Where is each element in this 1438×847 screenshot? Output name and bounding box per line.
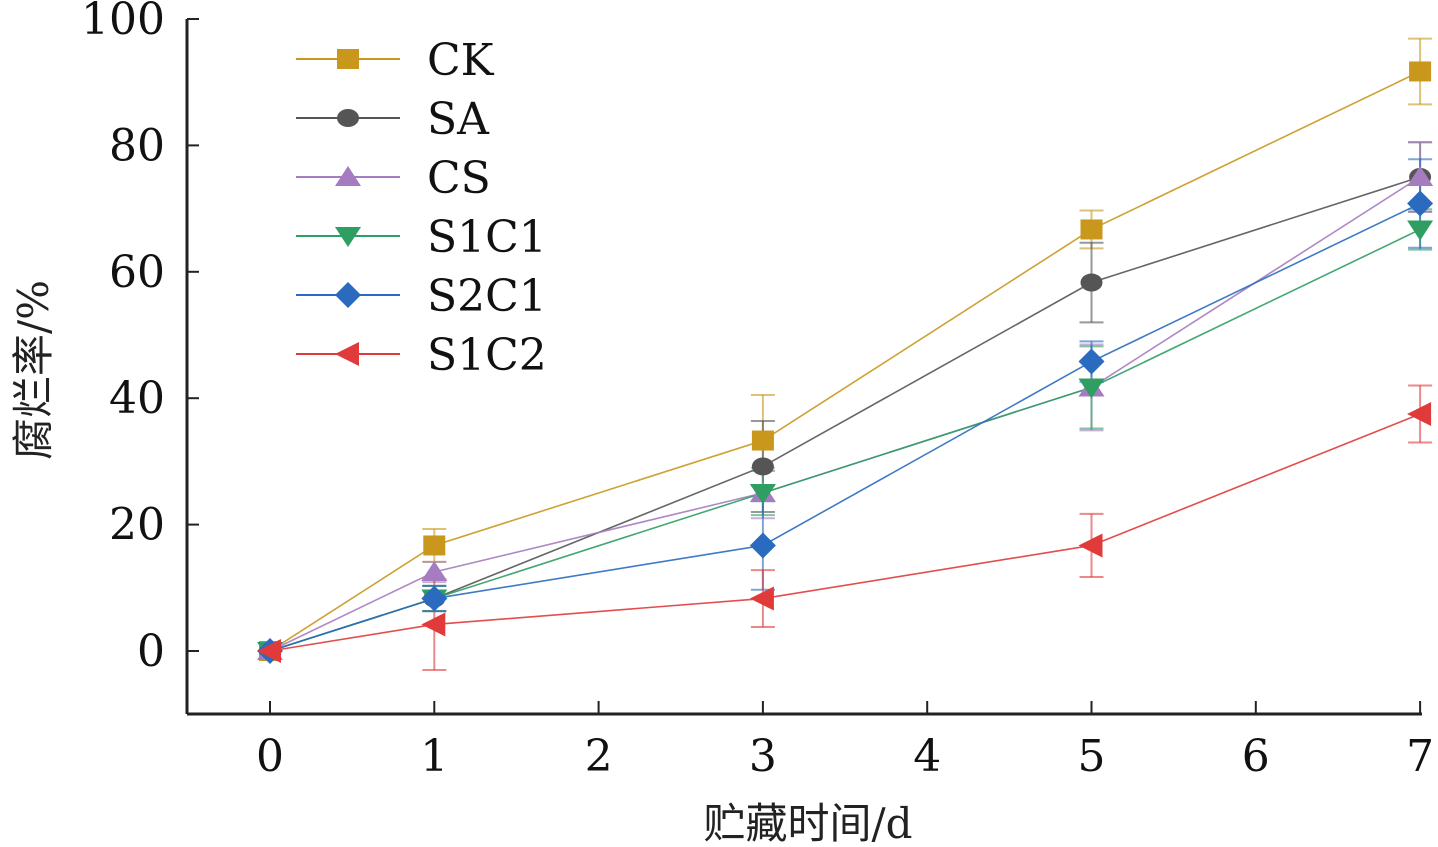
data-point [749,586,774,611]
data-point [423,535,446,556]
data-point [1080,273,1103,292]
legend-marker [335,166,361,186]
data-point [421,585,448,612]
legend-label: S2C1 [427,271,547,322]
data-point [421,561,448,581]
data-point [1409,61,1432,82]
data-point [749,484,776,504]
x-axis-title: 贮藏时间/d [703,799,912,847]
markers-s1c2 [257,402,1432,663]
legend-marker [335,342,359,366]
x-tick-label: 4 [913,731,941,782]
y-tick-label: 60 [109,247,165,298]
legend-item: S1C1 [296,212,547,263]
data-point [751,457,774,476]
legend-label: S1C1 [427,212,547,263]
legend-item: S2C1 [296,271,547,322]
legend-item: S1C2 [296,330,547,381]
data-point [1080,219,1103,240]
y-tick-label: 0 [137,626,165,677]
legend-marker [337,109,359,127]
x-tick-label: 5 [1078,731,1106,782]
y-tick-label: 100 [81,0,165,45]
legend-marker [335,227,361,247]
y-tick-label: 20 [109,500,165,551]
data-point [1407,166,1434,186]
series-layer [257,37,1434,671]
y-tick-label: 80 [109,120,165,171]
data-point [1407,220,1434,241]
y-tick-label: 40 [109,373,165,424]
data-point [1407,190,1434,217]
legend-label: CS [427,153,491,204]
data-point [749,532,776,559]
legend-marker [335,282,361,308]
x-tick-label: 6 [1242,731,1270,782]
y-axis-title: 腐烂率/% [9,280,58,460]
legend-label: CK [427,35,495,86]
data-point [421,612,446,637]
data-point [751,430,774,451]
data-point [1078,348,1105,375]
data-point [1407,402,1432,426]
x-tick-label: 3 [749,731,777,782]
data-point [257,639,281,663]
legend-item: CK [296,35,495,86]
legend-label: SA [427,94,490,145]
x-tick-label: 7 [1406,731,1434,782]
x-tick-label: 0 [256,731,284,782]
axes: 0 20 40 60 80 100 0 1 2 3 4 5 6 7 [81,0,1434,782]
legend-label: S1C2 [427,330,547,381]
legend-marker [337,49,359,69]
legend-item: SA [296,94,490,145]
legend-item: CS [296,153,491,204]
data-point [1078,378,1105,399]
x-tick-label: 2 [585,731,613,782]
legend: CK SA CS S1C1 S2C1 S1C2 [296,35,547,381]
x-tick-label: 1 [420,731,448,782]
data-point [1078,533,1103,558]
